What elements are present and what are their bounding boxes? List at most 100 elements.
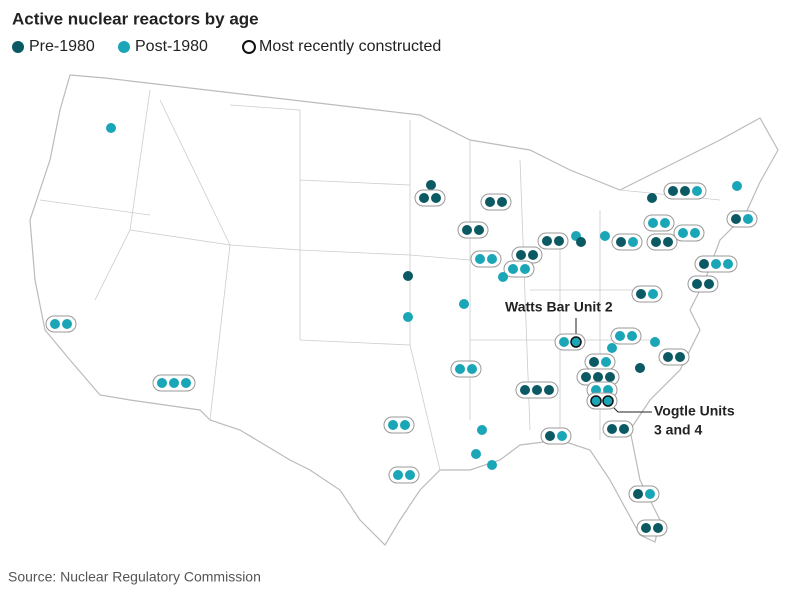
- reactor: [589, 357, 599, 367]
- reactor: [636, 289, 646, 299]
- reactor: [648, 289, 658, 299]
- reactor: [462, 225, 472, 235]
- legend-label: Post-1980: [135, 38, 208, 55]
- reactor: [601, 357, 611, 367]
- reactor: [388, 420, 398, 430]
- reactor: [455, 364, 465, 374]
- reactor: [663, 237, 673, 247]
- reactor: [593, 372, 603, 382]
- reactor: [576, 237, 586, 247]
- reactor: [403, 271, 413, 281]
- reactor: [633, 489, 643, 499]
- reactor: [570, 336, 582, 348]
- reactor: [520, 385, 530, 395]
- reactor: [474, 225, 484, 235]
- annotation-line: [611, 405, 652, 413]
- annotation: Watts Bar Unit 2: [505, 299, 613, 315]
- reactor: [660, 218, 670, 228]
- reactor: [675, 352, 685, 362]
- reactor: [699, 259, 709, 269]
- reactor: [497, 197, 507, 207]
- reactor: [508, 264, 518, 274]
- legend-swatch: [242, 40, 256, 54]
- reactor: [653, 523, 663, 533]
- reactor: [602, 395, 614, 407]
- reactor: [628, 237, 638, 247]
- reactor: [528, 250, 538, 260]
- reactor: [554, 236, 564, 246]
- reactor: [62, 319, 72, 329]
- reactor: [459, 299, 469, 309]
- us-outline: [29, 74, 779, 546]
- reactor: [650, 337, 660, 347]
- reactor: [475, 254, 485, 264]
- reactor: [607, 343, 617, 353]
- reactor: [477, 425, 487, 435]
- reactor: [732, 181, 742, 191]
- legend-label: Pre-1980: [29, 38, 95, 55]
- reactor: [400, 420, 410, 430]
- reactor: [635, 363, 645, 373]
- legend-label: Most recently constructed: [259, 38, 441, 55]
- reactor: [403, 312, 413, 322]
- reactor: [607, 424, 617, 434]
- reactor: [520, 264, 530, 274]
- reactor: [516, 250, 526, 260]
- reactor: [557, 431, 567, 441]
- reactor: [645, 489, 655, 499]
- reactor: [532, 385, 542, 395]
- reactor: [704, 279, 714, 289]
- state-lines: [39, 89, 721, 471]
- reactor: [181, 378, 191, 388]
- reactor: [690, 228, 700, 238]
- source: Source: Nuclear Regulatory Commission: [8, 569, 261, 585]
- reactor: [544, 385, 554, 395]
- reactor: [487, 254, 497, 264]
- reactor: [545, 431, 555, 441]
- reactor: [692, 186, 702, 196]
- reactor: [692, 279, 702, 289]
- legend-swatch: [12, 41, 24, 53]
- reactor: [581, 372, 591, 382]
- reactor: [419, 193, 429, 203]
- reactor: [651, 237, 661, 247]
- reactor: [542, 236, 552, 246]
- reactor: [431, 193, 441, 203]
- reactor: [157, 378, 167, 388]
- reactor: [559, 337, 569, 347]
- reactor: [711, 259, 721, 269]
- reactors: [45, 123, 758, 537]
- reactor: [405, 470, 415, 480]
- reactor: [680, 186, 690, 196]
- annotation: Vogtle Units: [654, 403, 735, 419]
- reactor: [615, 331, 625, 341]
- legend-swatch: [118, 41, 130, 53]
- reactor: [605, 372, 615, 382]
- reactor: [619, 424, 629, 434]
- reactor: [723, 259, 733, 269]
- reactor: [668, 186, 678, 196]
- annotation: 3 and 4: [654, 422, 702, 438]
- reactor: [731, 214, 741, 224]
- reactor: [647, 193, 657, 203]
- reactor: [616, 237, 626, 247]
- reactor: [106, 123, 116, 133]
- reactor: [471, 449, 481, 459]
- reactor: [648, 218, 658, 228]
- reactor: [627, 331, 637, 341]
- reactor: [426, 180, 436, 190]
- reactor: [590, 395, 602, 407]
- reactor: [678, 228, 688, 238]
- reactor: [50, 319, 60, 329]
- reactor: [743, 214, 753, 224]
- reactor: [487, 460, 497, 470]
- reactor: [467, 364, 477, 374]
- reactor: [498, 272, 508, 282]
- reactor: [641, 523, 651, 533]
- reactor: [600, 231, 610, 241]
- title: Active nuclear reactors by age: [12, 9, 259, 28]
- reactor: [485, 197, 495, 207]
- reactor: [393, 470, 403, 480]
- reactor: [663, 352, 673, 362]
